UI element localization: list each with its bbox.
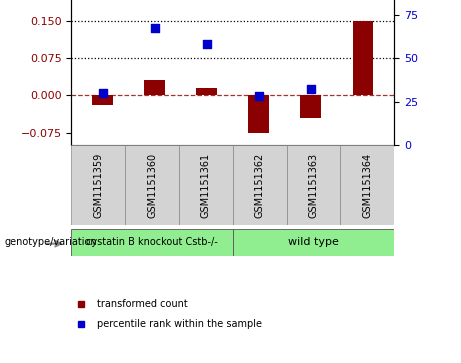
Text: transformed count: transformed count: [97, 299, 188, 309]
Bar: [340, 145, 394, 225]
Point: [203, 41, 211, 47]
Bar: [353, 21, 373, 95]
Bar: [144, 81, 165, 95]
Text: GSM1151361: GSM1151361: [201, 152, 211, 218]
Bar: [92, 95, 113, 105]
Text: GSM1151359: GSM1151359: [93, 152, 103, 218]
Point: [255, 94, 262, 99]
Bar: [71, 229, 233, 256]
Bar: [248, 95, 269, 133]
Bar: [196, 88, 217, 95]
Text: GSM1151364: GSM1151364: [362, 152, 372, 218]
Text: wild type: wild type: [288, 237, 339, 247]
Text: genotype/variation: genotype/variation: [5, 237, 97, 247]
Bar: [301, 95, 321, 118]
Bar: [287, 145, 340, 225]
Text: percentile rank within the sample: percentile rank within the sample: [97, 319, 262, 329]
Text: GSM1151360: GSM1151360: [147, 152, 157, 218]
Text: GSM1151362: GSM1151362: [254, 152, 265, 218]
Bar: [233, 229, 394, 256]
Bar: [71, 145, 125, 225]
Bar: [125, 145, 179, 225]
Point: [307, 86, 314, 92]
Point: [99, 90, 106, 96]
Bar: [179, 145, 233, 225]
Text: cystatin B knockout Cstb-/-: cystatin B knockout Cstb-/-: [86, 237, 218, 247]
Text: GSM1151363: GSM1151363: [308, 152, 319, 218]
Bar: [233, 145, 287, 225]
Point: [151, 25, 159, 31]
